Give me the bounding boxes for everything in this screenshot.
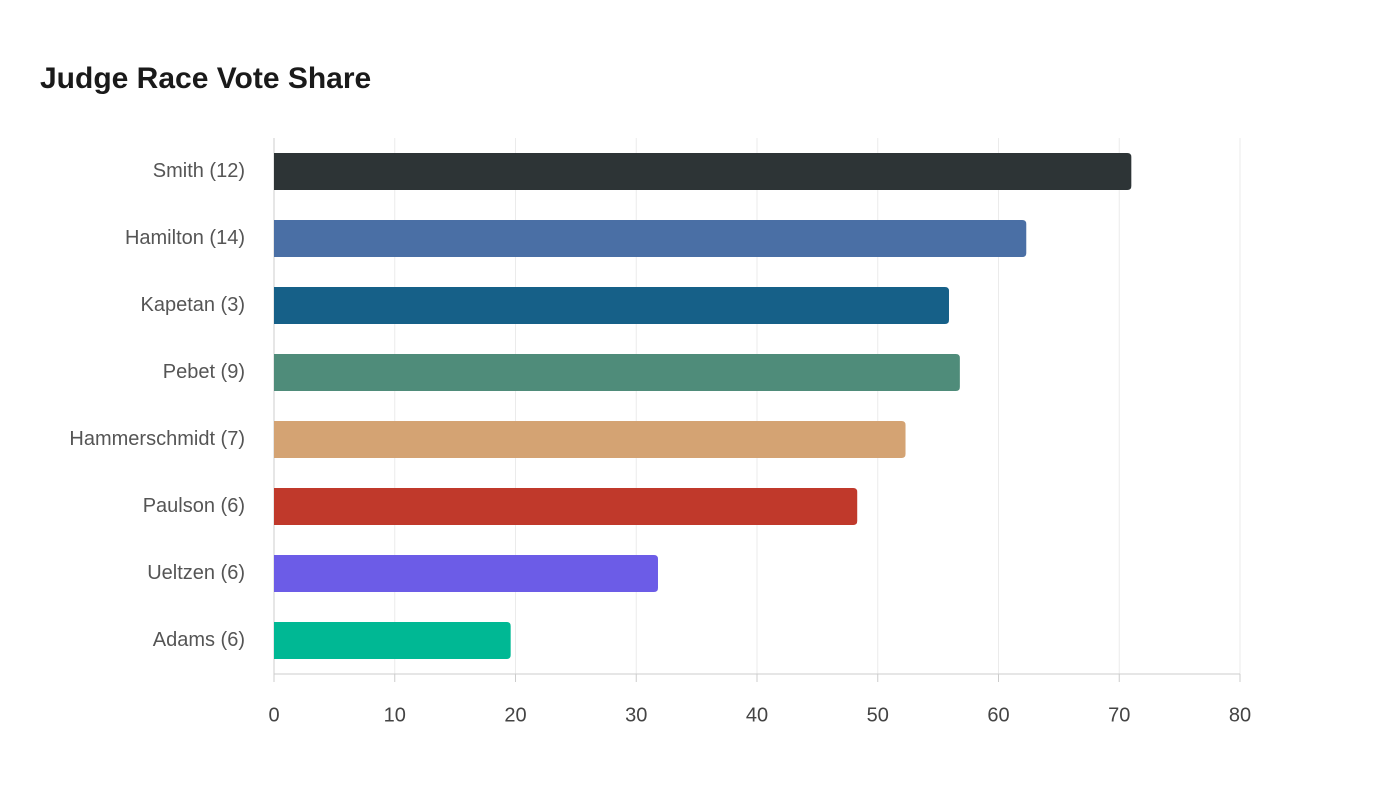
bar — [274, 622, 511, 659]
x-tick-label: 70 — [1108, 704, 1130, 726]
y-tick-label: Ueltzen (6) — [147, 562, 245, 584]
y-tick-label: Pebet (9) — [163, 361, 245, 383]
y-tick-label: Hammerschmidt (7) — [69, 428, 245, 450]
bar — [274, 421, 906, 458]
y-tick-label: Kapetan (3) — [140, 294, 245, 316]
y-tick-label: Adams (6) — [153, 629, 245, 651]
bar — [274, 220, 1027, 257]
bar — [274, 555, 658, 592]
y-tick-label: Hamilton (14) — [125, 227, 245, 249]
y-tick-label: Smith (12) — [153, 160, 245, 182]
x-tick-label: 10 — [384, 704, 406, 726]
bar — [274, 488, 858, 525]
x-tick-label: 60 — [987, 704, 1009, 726]
x-tick-label: 20 — [504, 704, 526, 726]
x-tick-label: 80 — [1229, 704, 1251, 726]
bar — [274, 354, 960, 391]
x-tick-label: 0 — [268, 704, 279, 726]
chart-title: Judge Race Vote Share — [40, 62, 371, 95]
x-tick-label: 40 — [746, 704, 768, 726]
x-tick-label: 30 — [625, 704, 647, 726]
x-tick-label: 50 — [867, 704, 889, 726]
bar — [274, 153, 1132, 190]
bar — [274, 287, 949, 324]
y-tick-label: Paulson (6) — [143, 495, 245, 517]
